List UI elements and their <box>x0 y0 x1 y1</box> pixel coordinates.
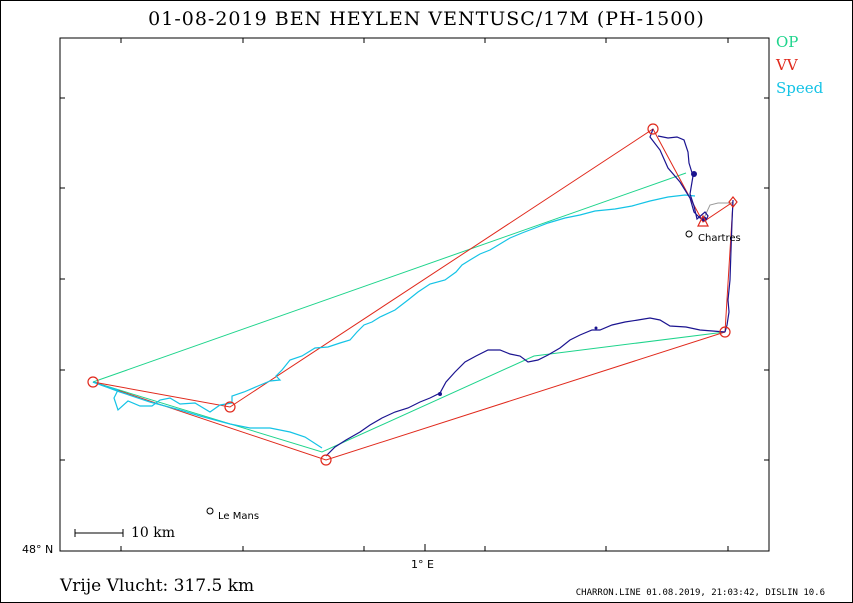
place-marker-le-mans <box>206 507 214 515</box>
place-label-chartres: Chartres <box>698 233 741 244</box>
free-flight-distance: Vrije Vlucht: 317.5 km <box>60 576 255 596</box>
turnpoint-markers <box>87 123 738 466</box>
turnpoint-north <box>647 123 659 135</box>
speed-track <box>92 194 696 413</box>
speed-track-south <box>92 381 323 449</box>
lon-label: 1° E <box>411 558 434 571</box>
turnpoint-diamond <box>728 196 738 208</box>
track-loops <box>438 171 707 396</box>
turnpoint-le-mans-east <box>224 401 236 413</box>
legend-op: OP <box>776 33 799 51</box>
place-label-le-mans: Le Mans <box>218 511 260 522</box>
flight-track-east <box>724 199 734 333</box>
scale-bar <box>74 529 124 537</box>
legend-speed: Speed <box>776 79 824 97</box>
lat-label: 48° N <box>22 543 54 556</box>
op-route <box>92 172 687 383</box>
footer-info: CHARRON.LINE 01.08.2019, 21:03:42, DISLI… <box>575 588 825 598</box>
turnpoint-chartres-triangle <box>697 214 709 227</box>
legend-vv: VV <box>776 56 798 74</box>
flight-track-north <box>649 128 709 221</box>
op-route-return <box>92 331 726 453</box>
lon-ticks-top <box>120 38 729 43</box>
plot-frame <box>59 37 770 552</box>
flight-track-south <box>325 317 726 457</box>
scale-label: 10 km <box>131 525 176 541</box>
lat-ticks-right <box>764 97 769 461</box>
lat-ticks <box>60 97 67 552</box>
vv-route <box>92 128 734 461</box>
turnpoint-start <box>87 376 99 388</box>
place-marker-chartres <box>685 230 693 238</box>
turnpoint-east <box>719 326 731 338</box>
turnpoint-south <box>320 454 332 466</box>
gray-segment <box>703 202 733 219</box>
lon-ticks <box>120 544 729 551</box>
map-title: 01-08-2019 BEN HEYLEN VENTUSC/17M (PH-15… <box>148 8 705 30</box>
